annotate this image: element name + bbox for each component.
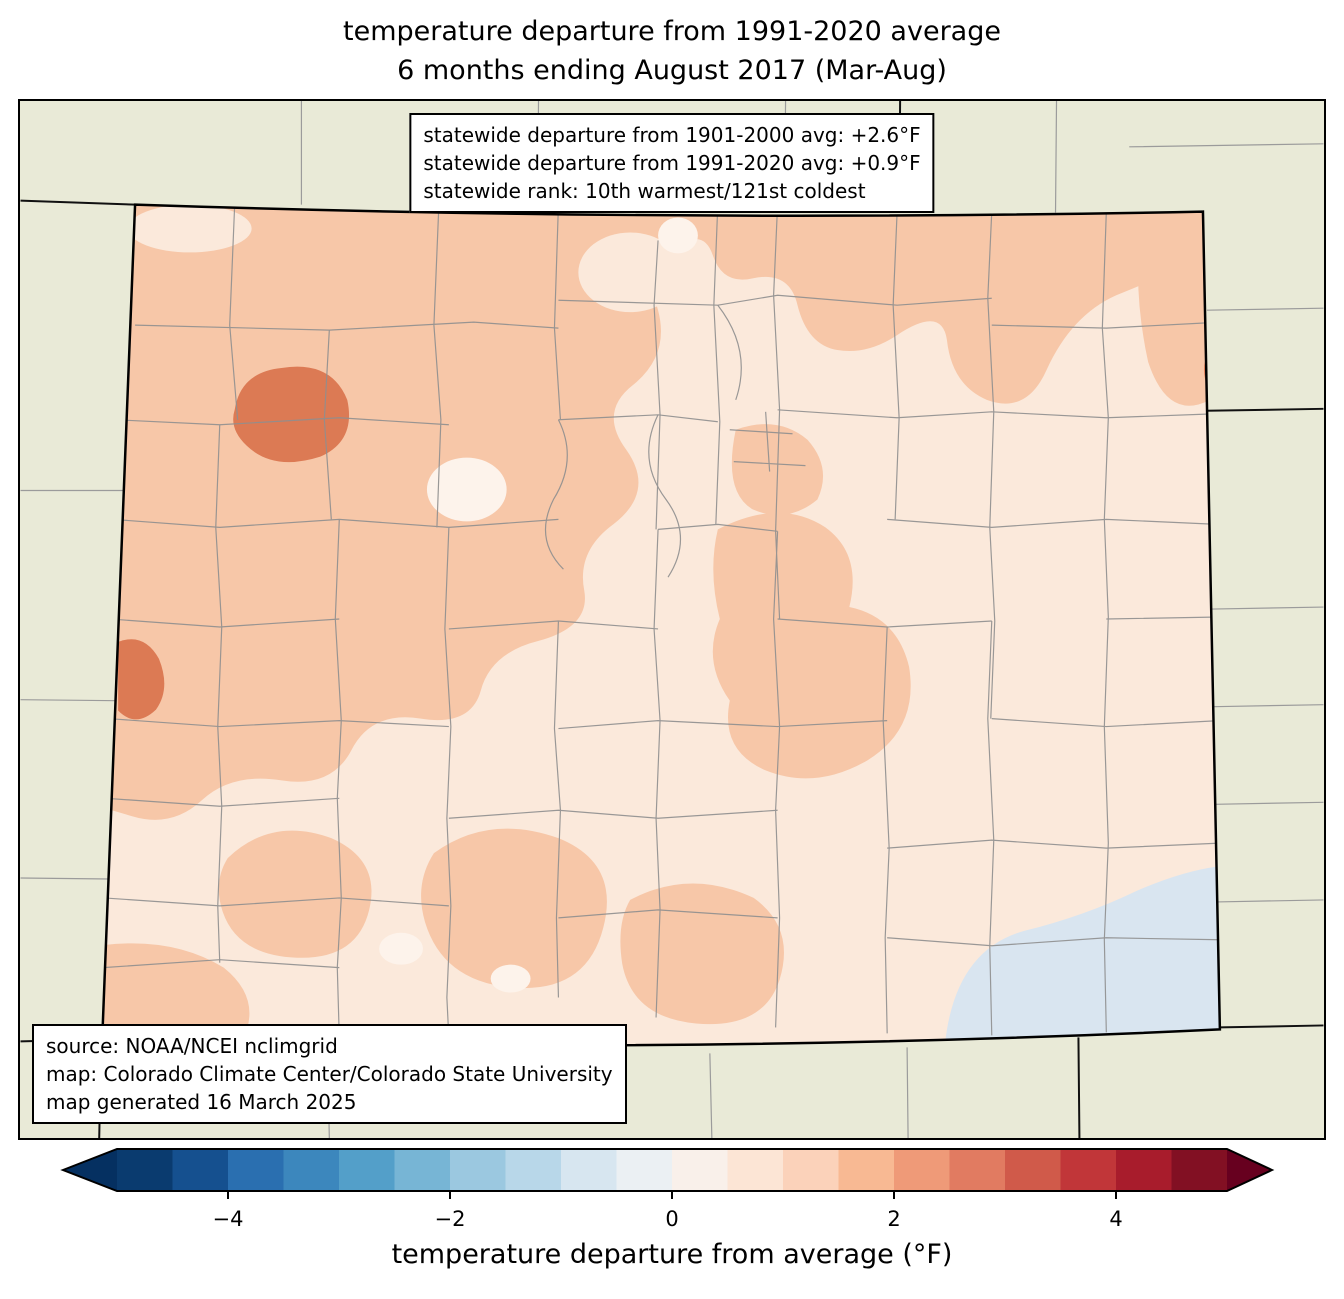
figure-title-line2: 6 months ending August 2017 (Mar-Aug) (397, 55, 947, 86)
stats-box: statewide departure from 1901-2000 avg: … (409, 113, 935, 213)
colorbar-segment (894, 1149, 951, 1191)
colorbar-tick-label: 4 (1109, 1207, 1123, 1231)
colorbar-segment (117, 1149, 174, 1191)
near-zero-spot-south2 (490, 964, 531, 993)
colorbar-segment (283, 1149, 340, 1191)
mild-patch-center (664, 333, 708, 417)
colorbar-segment (1171, 1149, 1228, 1191)
colorbar-segment (172, 1149, 229, 1191)
near-zero-spot-north (658, 217, 698, 254)
near-zero-spot-westcentral (426, 457, 507, 522)
colorbar-segment (783, 1149, 840, 1191)
colorbar-tick-label: 2 (887, 1207, 901, 1231)
colorbar-segment (561, 1149, 618, 1191)
colorbar: −4 −2 0 2 4 temperature departure from avera… (18, 1147, 1326, 1270)
colorbar-segment (450, 1149, 507, 1191)
colorbar-ticks: −4 −2 0 2 4 (18, 1207, 1326, 1235)
colorbar-outline (60, 1148, 1275, 1192)
source-box: source: NOAA/NCEI nclimgrid map: Colorad… (32, 1024, 627, 1124)
state-anomaly-field (102, 204, 1220, 1046)
colorbar-segment (949, 1149, 1006, 1191)
stats-line3: statewide rank: 10th warmest/121st colde… (423, 179, 866, 203)
near-zero-spot-south1 (379, 932, 423, 965)
colorbar-segment (727, 1149, 784, 1191)
colorbar-segment (672, 1149, 729, 1191)
figure-title: temperature departure from 1991-2020 ave… (0, 12, 1344, 90)
source-line1: source: NOAA/NCEI nclimgrid (46, 1034, 338, 1058)
map-axes: statewide departure from 1901-2000 avg: … (18, 99, 1326, 1140)
colorbar-segment (616, 1149, 673, 1191)
county-borders (103, 204, 1220, 1039)
colorbar-label: temperature departure from average (°F) (391, 1239, 953, 1270)
colorbar-segment (1005, 1149, 1062, 1191)
warm-anomaly-region (102, 204, 1210, 1043)
colorbar-segment (394, 1149, 451, 1191)
colorbar-segment (339, 1149, 396, 1191)
mild-patch-northwest-corner (128, 204, 252, 253)
hot-spot-west-edge (118, 639, 165, 720)
colorbar-tick-label: −2 (434, 1207, 466, 1231)
colorbar-segment (1116, 1149, 1173, 1191)
colorbar-segment (228, 1149, 285, 1191)
colorado-map (20, 101, 1324, 1138)
source-line3: map generated 16 March 2025 (46, 1090, 357, 1114)
colorbar-tick-label: −4 (212, 1207, 244, 1231)
stats-line1: statewide departure from 1901-2000 avg: … (423, 123, 921, 147)
hot-spot-northwest (233, 366, 350, 463)
colorbar-svg (60, 1148, 1275, 1199)
mild-patch-top-center (578, 232, 682, 313)
colorbar-segment (505, 1149, 562, 1191)
figure-title-line1: temperature departure from 1991-2020 ave… (343, 16, 1001, 47)
colorbar-segment (838, 1149, 895, 1191)
colorbar-left-arrow (63, 1149, 117, 1191)
colorbar-tick-label: 0 (665, 1207, 679, 1231)
colorbar-segment (1060, 1149, 1117, 1191)
stats-line2: statewide departure from 1991-2020 avg: … (423, 151, 921, 175)
cool-region-southeast (944, 866, 1220, 1045)
colorbar-right-arrow (1227, 1149, 1272, 1191)
source-line2: map: Colorado Climate Center/Colorado St… (46, 1062, 613, 1086)
